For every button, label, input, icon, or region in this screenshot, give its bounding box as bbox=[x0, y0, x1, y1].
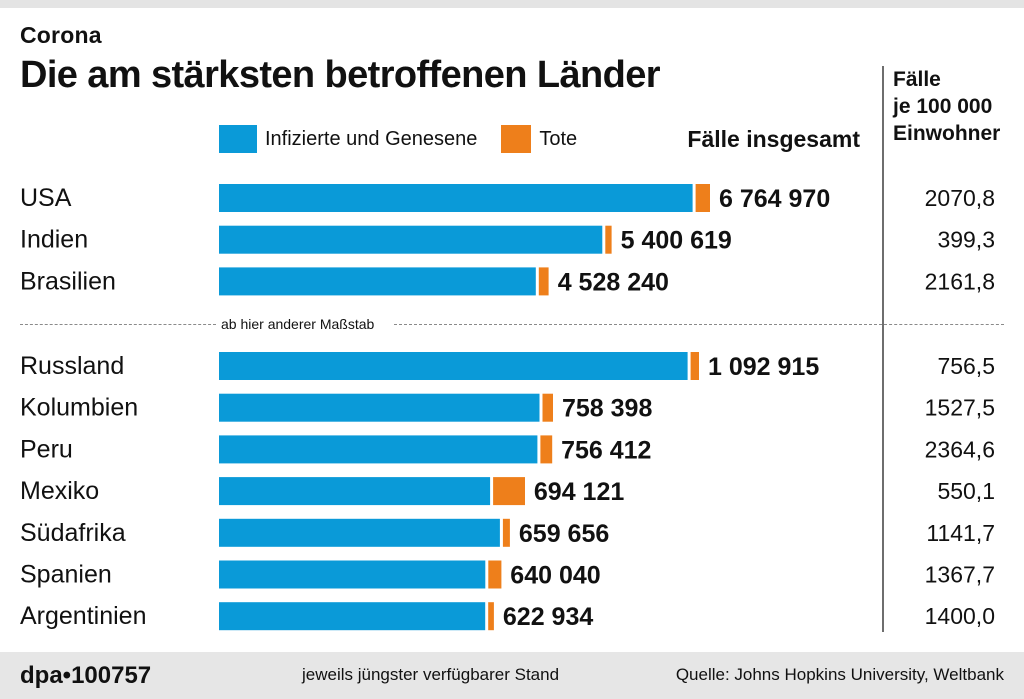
source-note: Quelle: Johns Hopkins University, Weltba… bbox=[675, 665, 1004, 684]
bar-deaths bbox=[488, 602, 494, 631]
category-label: USA bbox=[20, 184, 72, 212]
bar-infected bbox=[219, 184, 693, 212]
dpa-logo: dpa•100757 bbox=[20, 662, 152, 689]
scale-divider-left bbox=[20, 324, 216, 325]
bar-infected bbox=[219, 602, 486, 631]
category-label: Argentinien bbox=[20, 602, 146, 630]
bar-infected bbox=[219, 393, 540, 422]
bar-infected bbox=[219, 477, 491, 506]
column-per-header: Fälle je 100 000 Einwohner bbox=[893, 66, 1000, 147]
category-label: Brasilien bbox=[20, 267, 116, 295]
bar-deaths bbox=[695, 184, 710, 212]
per-100000-value: 399,3 bbox=[937, 227, 995, 253]
footer: dpa•100757 jeweils jüngster verfügbarer … bbox=[0, 652, 1024, 699]
legend-swatch-deaths bbox=[501, 125, 532, 153]
column-per-header-line: Fälle bbox=[893, 68, 941, 91]
category-label: Spanien bbox=[20, 561, 112, 589]
chart-title: Die am stärksten betroffenen Länder bbox=[20, 54, 661, 96]
bar-deaths bbox=[488, 560, 502, 589]
column-divider bbox=[882, 66, 884, 632]
category-label: Mexiko bbox=[20, 477, 99, 505]
column-total-header: Fälle insgesamt bbox=[687, 126, 860, 152]
per-100000-value: 1141,7 bbox=[926, 520, 995, 546]
per-100000-value: 1527,5 bbox=[925, 395, 995, 421]
column-per-header-line: je 100 000 bbox=[893, 95, 993, 118]
per-100000-value: 756,5 bbox=[937, 353, 995, 379]
total-value-label: 640 040 bbox=[510, 562, 600, 590]
legend-swatch-infected bbox=[219, 125, 257, 153]
total-value-label: 758 398 bbox=[562, 395, 652, 423]
bar-deaths bbox=[542, 393, 553, 422]
footer-note: jeweils jüngster verfügbarer Stand bbox=[302, 665, 560, 684]
total-value-label: 756 412 bbox=[561, 436, 651, 464]
category-label: Kolumbien bbox=[20, 394, 138, 422]
per-100000-value: 1400,0 bbox=[925, 603, 995, 629]
total-value-label: 1 092 915 bbox=[708, 353, 819, 381]
bar-deaths bbox=[690, 352, 699, 380]
category-label: Indien bbox=[20, 226, 88, 254]
category-label: Peru bbox=[20, 435, 73, 463]
bar-infected bbox=[219, 435, 538, 464]
scale-note: ab hier anderer Maßstab bbox=[219, 313, 377, 335]
per-100000-value: 2364,6 bbox=[925, 436, 995, 462]
category-label: Südafrika bbox=[20, 519, 126, 547]
bar-infected bbox=[219, 225, 603, 254]
total-value-label: 6 764 970 bbox=[719, 185, 830, 213]
bar-deaths bbox=[493, 477, 525, 506]
total-value-label: 694 121 bbox=[534, 478, 624, 506]
kicker: Corona bbox=[20, 22, 102, 48]
bar-infected bbox=[219, 518, 500, 547]
bar-infected bbox=[219, 560, 486, 589]
total-value-label: 622 934 bbox=[503, 603, 593, 631]
bar-infected bbox=[219, 267, 536, 296]
scale-divider-far bbox=[884, 324, 1004, 325]
top-strip bbox=[0, 0, 1024, 8]
bar-infected bbox=[219, 352, 688, 380]
legend-label-deaths: Tote bbox=[539, 127, 578, 150]
total-value-label: 5 400 619 bbox=[621, 227, 732, 255]
bar-deaths bbox=[538, 267, 549, 296]
total-value-label: 659 656 bbox=[519, 520, 609, 548]
bar-deaths bbox=[605, 225, 612, 254]
legend: Infizierte und Genesene Tote bbox=[219, 124, 577, 154]
bar-deaths bbox=[502, 518, 510, 547]
per-100000-value: 2070,8 bbox=[925, 185, 995, 211]
scale-divider-right bbox=[394, 324, 882, 325]
total-value-label: 4 528 240 bbox=[558, 268, 669, 296]
legend-label-infected: Infizierte und Genesene bbox=[265, 127, 478, 150]
per-100000-value: 2161,8 bbox=[925, 268, 995, 294]
bar-deaths bbox=[540, 435, 553, 464]
per-100000-value: 1367,7 bbox=[925, 562, 995, 588]
category-label: Russland bbox=[20, 352, 124, 380]
column-per-header-line: Einwohner bbox=[893, 122, 1001, 145]
per-100000-value: 550,1 bbox=[937, 478, 995, 504]
